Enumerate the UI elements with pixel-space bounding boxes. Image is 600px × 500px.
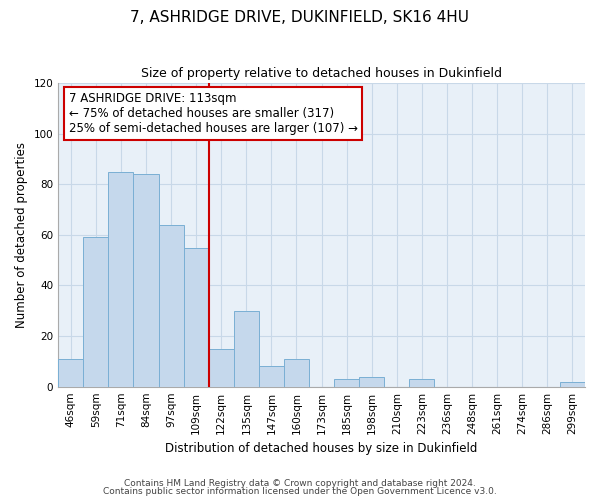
Bar: [184, 248, 209, 386]
Bar: [409, 379, 434, 386]
Bar: [259, 366, 284, 386]
Text: Contains public sector information licensed under the Open Government Licence v3: Contains public sector information licen…: [103, 487, 497, 496]
Y-axis label: Number of detached properties: Number of detached properties: [15, 142, 28, 328]
Bar: [284, 359, 309, 386]
Bar: [234, 311, 259, 386]
Bar: [83, 238, 109, 386]
Bar: [560, 382, 585, 386]
Bar: [109, 172, 133, 386]
X-axis label: Distribution of detached houses by size in Dukinfield: Distribution of detached houses by size …: [166, 442, 478, 455]
Bar: [58, 359, 83, 386]
Text: 7 ASHRIDGE DRIVE: 113sqm
← 75% of detached houses are smaller (317)
25% of semi-: 7 ASHRIDGE DRIVE: 113sqm ← 75% of detach…: [69, 92, 358, 135]
Title: Size of property relative to detached houses in Dukinfield: Size of property relative to detached ho…: [141, 68, 502, 80]
Bar: [359, 376, 385, 386]
Bar: [334, 379, 359, 386]
Text: Contains HM Land Registry data © Crown copyright and database right 2024.: Contains HM Land Registry data © Crown c…: [124, 478, 476, 488]
Bar: [158, 224, 184, 386]
Bar: [133, 174, 158, 386]
Bar: [209, 348, 234, 387]
Text: 7, ASHRIDGE DRIVE, DUKINFIELD, SK16 4HU: 7, ASHRIDGE DRIVE, DUKINFIELD, SK16 4HU: [131, 10, 470, 25]
